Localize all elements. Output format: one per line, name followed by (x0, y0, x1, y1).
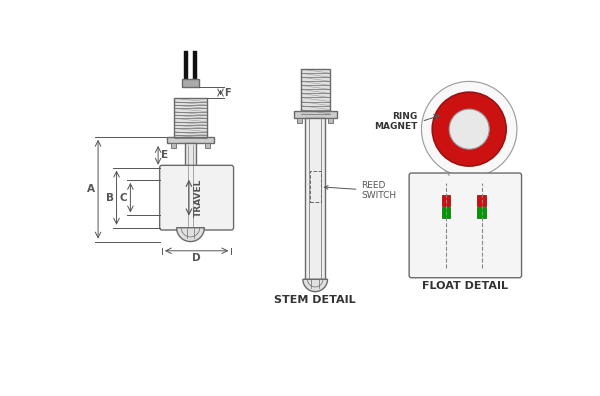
Text: TRAVEL: TRAVEL (194, 179, 203, 217)
Text: STEM DETAIL: STEM DETAIL (274, 295, 356, 305)
Polygon shape (303, 279, 328, 291)
Bar (301, 69, 330, 114)
FancyBboxPatch shape (409, 173, 521, 278)
Text: A: A (87, 184, 95, 194)
Bar (174, 98, 206, 138)
Text: REED
SWITCH: REED SWITCH (325, 181, 397, 200)
Bar (477, 195, 486, 206)
Circle shape (432, 92, 506, 166)
Text: D: D (193, 253, 201, 263)
Circle shape (421, 82, 517, 177)
Bar (328, 118, 333, 123)
Bar (185, 143, 196, 228)
Text: E: E (161, 150, 169, 160)
Text: FLOAT DETAIL: FLOAT DETAIL (422, 281, 508, 291)
Bar (442, 207, 450, 218)
Bar (477, 207, 486, 218)
Text: B: B (106, 193, 113, 203)
Text: F: F (224, 88, 231, 97)
Bar (171, 143, 176, 148)
Circle shape (449, 109, 489, 149)
Bar (167, 137, 214, 143)
Bar (298, 118, 302, 123)
Text: RING
MAGNET: RING MAGNET (374, 112, 418, 131)
Bar (205, 143, 210, 148)
Bar (305, 118, 325, 279)
Bar (193, 51, 197, 82)
Bar (293, 111, 337, 118)
Text: C: C (119, 193, 127, 203)
FancyBboxPatch shape (160, 165, 233, 230)
Bar (310, 171, 320, 202)
Bar (182, 79, 199, 87)
Bar (442, 195, 450, 206)
Bar (184, 51, 188, 82)
Polygon shape (176, 228, 205, 242)
